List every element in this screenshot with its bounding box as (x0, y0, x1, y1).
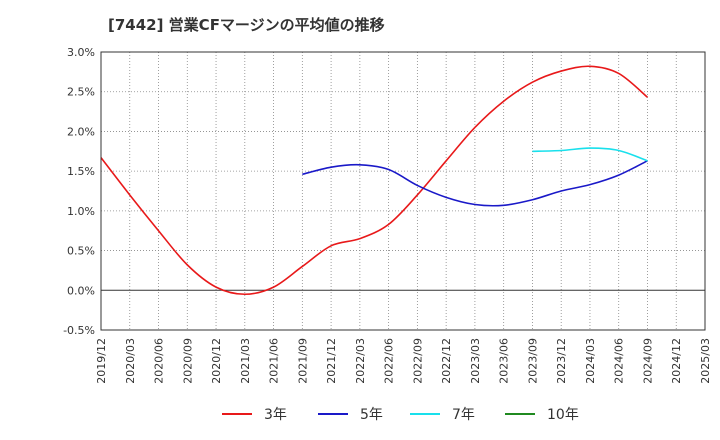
y-tick-label: 2.5% (67, 86, 95, 99)
x-tick-label: 2023/12 (555, 338, 568, 384)
y-tick-label: 0.0% (67, 284, 95, 297)
y-tick-label: 0.5% (67, 245, 95, 258)
y-tick-label: 3.0% (67, 46, 95, 59)
x-tick-label: 2022/09 (411, 338, 424, 384)
series-line-0 (100, 65, 648, 296)
series-line-1 (302, 160, 648, 207)
x-tick-label: 2022/12 (440, 338, 453, 384)
chart-title: [7442] 営業CFマージンの平均値の推移 (108, 16, 385, 34)
y-tick-label: 2.0% (67, 125, 95, 138)
x-tick-label: 2023/06 (498, 338, 511, 384)
x-tick-label: 2024/03 (584, 338, 597, 384)
plot-border (100, 51, 706, 331)
x-tick-label: 2021/12 (325, 338, 338, 384)
x-tick-label: 2024/06 (613, 338, 626, 384)
legend-label: 7年 (452, 407, 475, 423)
x-tick-label: 2020/03 (124, 338, 137, 384)
x-tick-label: 2019/12 (95, 338, 108, 384)
x-tick-label: 2022/06 (383, 338, 396, 384)
y-tick-label: 1.0% (67, 205, 95, 218)
x-tick-label: 2020/06 (153, 338, 166, 384)
plot-area (101, 52, 705, 330)
x-tick-label: 2025/03 (699, 338, 712, 384)
x-tick-label: 2020/12 (210, 338, 223, 384)
x-tick-label: 2023/09 (526, 338, 539, 384)
x-tick-label: 2020/09 (181, 338, 194, 384)
y-axis: -0.5% 0.0% 0.5% 1.0% 1.5% 2.0% 2.5% 3.0% (63, 46, 95, 337)
y-tick-label: 1.5% (67, 165, 95, 178)
x-tick-label: 2024/09 (641, 338, 654, 384)
series-lines (100, 65, 648, 296)
y-tick-label: -0.5% (63, 324, 95, 337)
x-tick-label: 2021/03 (239, 338, 252, 384)
x-tick-label: 2024/12 (670, 338, 683, 384)
legend-label: 10年 (547, 407, 579, 423)
x-axis: 2019/12 2020/03 2020/06 2020/09 2020/12 2021/… (95, 338, 712, 384)
x-tick-label: 2021/09 (296, 338, 309, 384)
legend-label: 5年 (360, 407, 383, 423)
series-line-2 (532, 147, 648, 162)
x-tick-label: 2021/06 (268, 338, 281, 384)
legend-label: 3年 (264, 407, 287, 423)
legend: 3年 5年 7年 10年 (222, 407, 579, 423)
x-tick-label: 2022/03 (354, 338, 367, 384)
x-tick-label: 2023/03 (469, 338, 482, 384)
